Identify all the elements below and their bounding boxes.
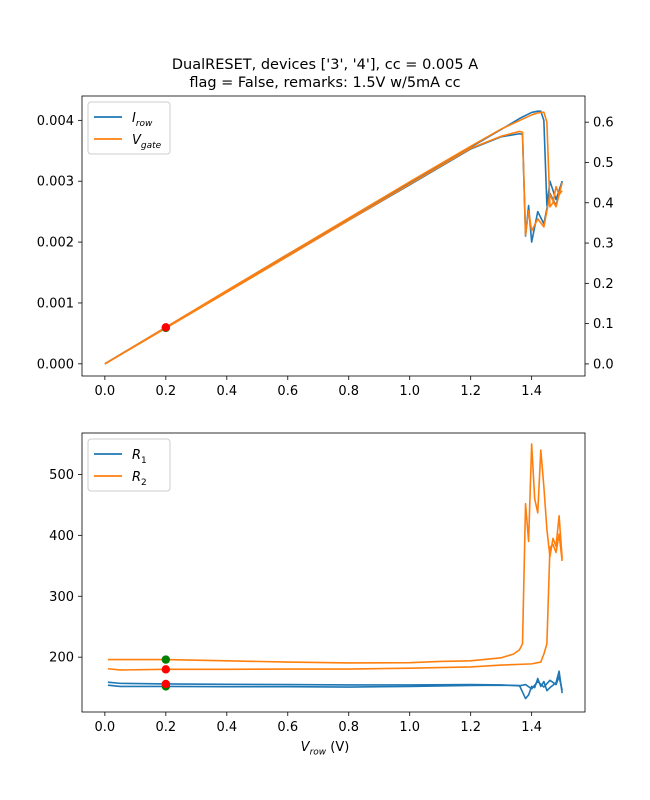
x-tick-label: 0.8 [338, 384, 359, 399]
y-tick-label: 0.000 [37, 357, 74, 372]
legend-entry: Irow [132, 111, 153, 129]
plot-frame [81, 432, 586, 713]
y-tick-label: 0.003 [37, 175, 74, 190]
series-line-r-1 [107, 670, 563, 700]
x-tick-label: 0.2 [155, 720, 176, 735]
point-marker-red [161, 679, 171, 689]
x-axis-label-unit: (V) [326, 740, 350, 755]
y-tick-label: 0.004 [37, 114, 74, 129]
x-tick-label: 0.2 [155, 384, 176, 399]
x-tick-label: 0.6 [277, 720, 298, 735]
legend-subscript: 2 [141, 478, 147, 488]
x-tick-label: 0.0 [95, 720, 116, 735]
point-marker-red [161, 665, 171, 674]
x-tick-label: 0.4 [216, 384, 237, 399]
legend-box [87, 101, 171, 155]
legend-symbol: R [132, 470, 141, 485]
series-line-r-1 [107, 675, 563, 691]
y2-tick-label: 0.1 [593, 317, 614, 332]
series-line-v-gate [104, 111, 563, 365]
y2-tick-label: 0.4 [593, 196, 614, 211]
series-line-r-2 [107, 533, 563, 671]
series-line-i-row [104, 110, 563, 365]
y2-tick-label: 0.5 [593, 156, 614, 171]
x-tick-label: 1.0 [399, 384, 420, 399]
chart-title-line1: DualRESET, devices ['3', '4'], cc = 0.00… [171, 57, 479, 73]
legend-entry: Vgate [132, 133, 162, 151]
plot-area-0 [104, 110, 563, 365]
point-marker-green [161, 655, 171, 664]
y-tick-label: 0.002 [37, 236, 74, 251]
y2-tick-label: 0.3 [593, 237, 614, 252]
x-tick-label: 1.2 [460, 384, 481, 399]
series-line-r-2 [107, 443, 563, 664]
plot-frame [81, 95, 586, 377]
x-axis-label-subscript: row [309, 747, 327, 758]
x-tick-label: 0.4 [216, 720, 237, 735]
point-marker-red [161, 323, 171, 332]
legend-symbol: I [132, 111, 136, 126]
y2-tick-label: 0.0 [593, 357, 614, 372]
x-tick-label: 0.8 [338, 720, 359, 735]
legend-entry: R2 [132, 470, 147, 488]
x-tick-label: 1.2 [460, 720, 481, 735]
series-line-i-row [104, 132, 563, 365]
x-tick-label: 1.4 [521, 720, 542, 735]
legend-subscript: gate [141, 141, 162, 151]
legend-box [87, 438, 171, 492]
y2-tick-label: 0.2 [593, 277, 614, 292]
chart-title-line2: flag = False, remarks: 1.5V w/5mA cc [189, 75, 461, 91]
y2-tick-label: 0.6 [593, 116, 614, 131]
plot-area-1 [107, 443, 563, 700]
x-axis-label-symbol: V [300, 740, 310, 755]
x-tick-label: 1.0 [399, 720, 420, 735]
y-tick-label: 300 [49, 590, 74, 605]
series-line-v-gate [104, 130, 563, 365]
x-tick-label: 0.0 [95, 384, 116, 399]
y-tick-label: 400 [49, 529, 74, 544]
y-tick-label: 0.001 [37, 296, 74, 311]
x-tick-label: 0.6 [277, 384, 298, 399]
legend-entry: R1 [132, 448, 147, 466]
legend-subscript: 1 [141, 456, 147, 466]
y-tick-label: 200 [49, 651, 74, 666]
y-tick-label: 500 [49, 468, 74, 483]
x-axis-label: Vrow (V) [0, 740, 650, 758]
legend-symbol: R [132, 448, 141, 463]
legend-subscript: row [136, 119, 153, 129]
x-tick-label: 1.4 [521, 384, 542, 399]
legend-symbol: V [132, 133, 142, 148]
